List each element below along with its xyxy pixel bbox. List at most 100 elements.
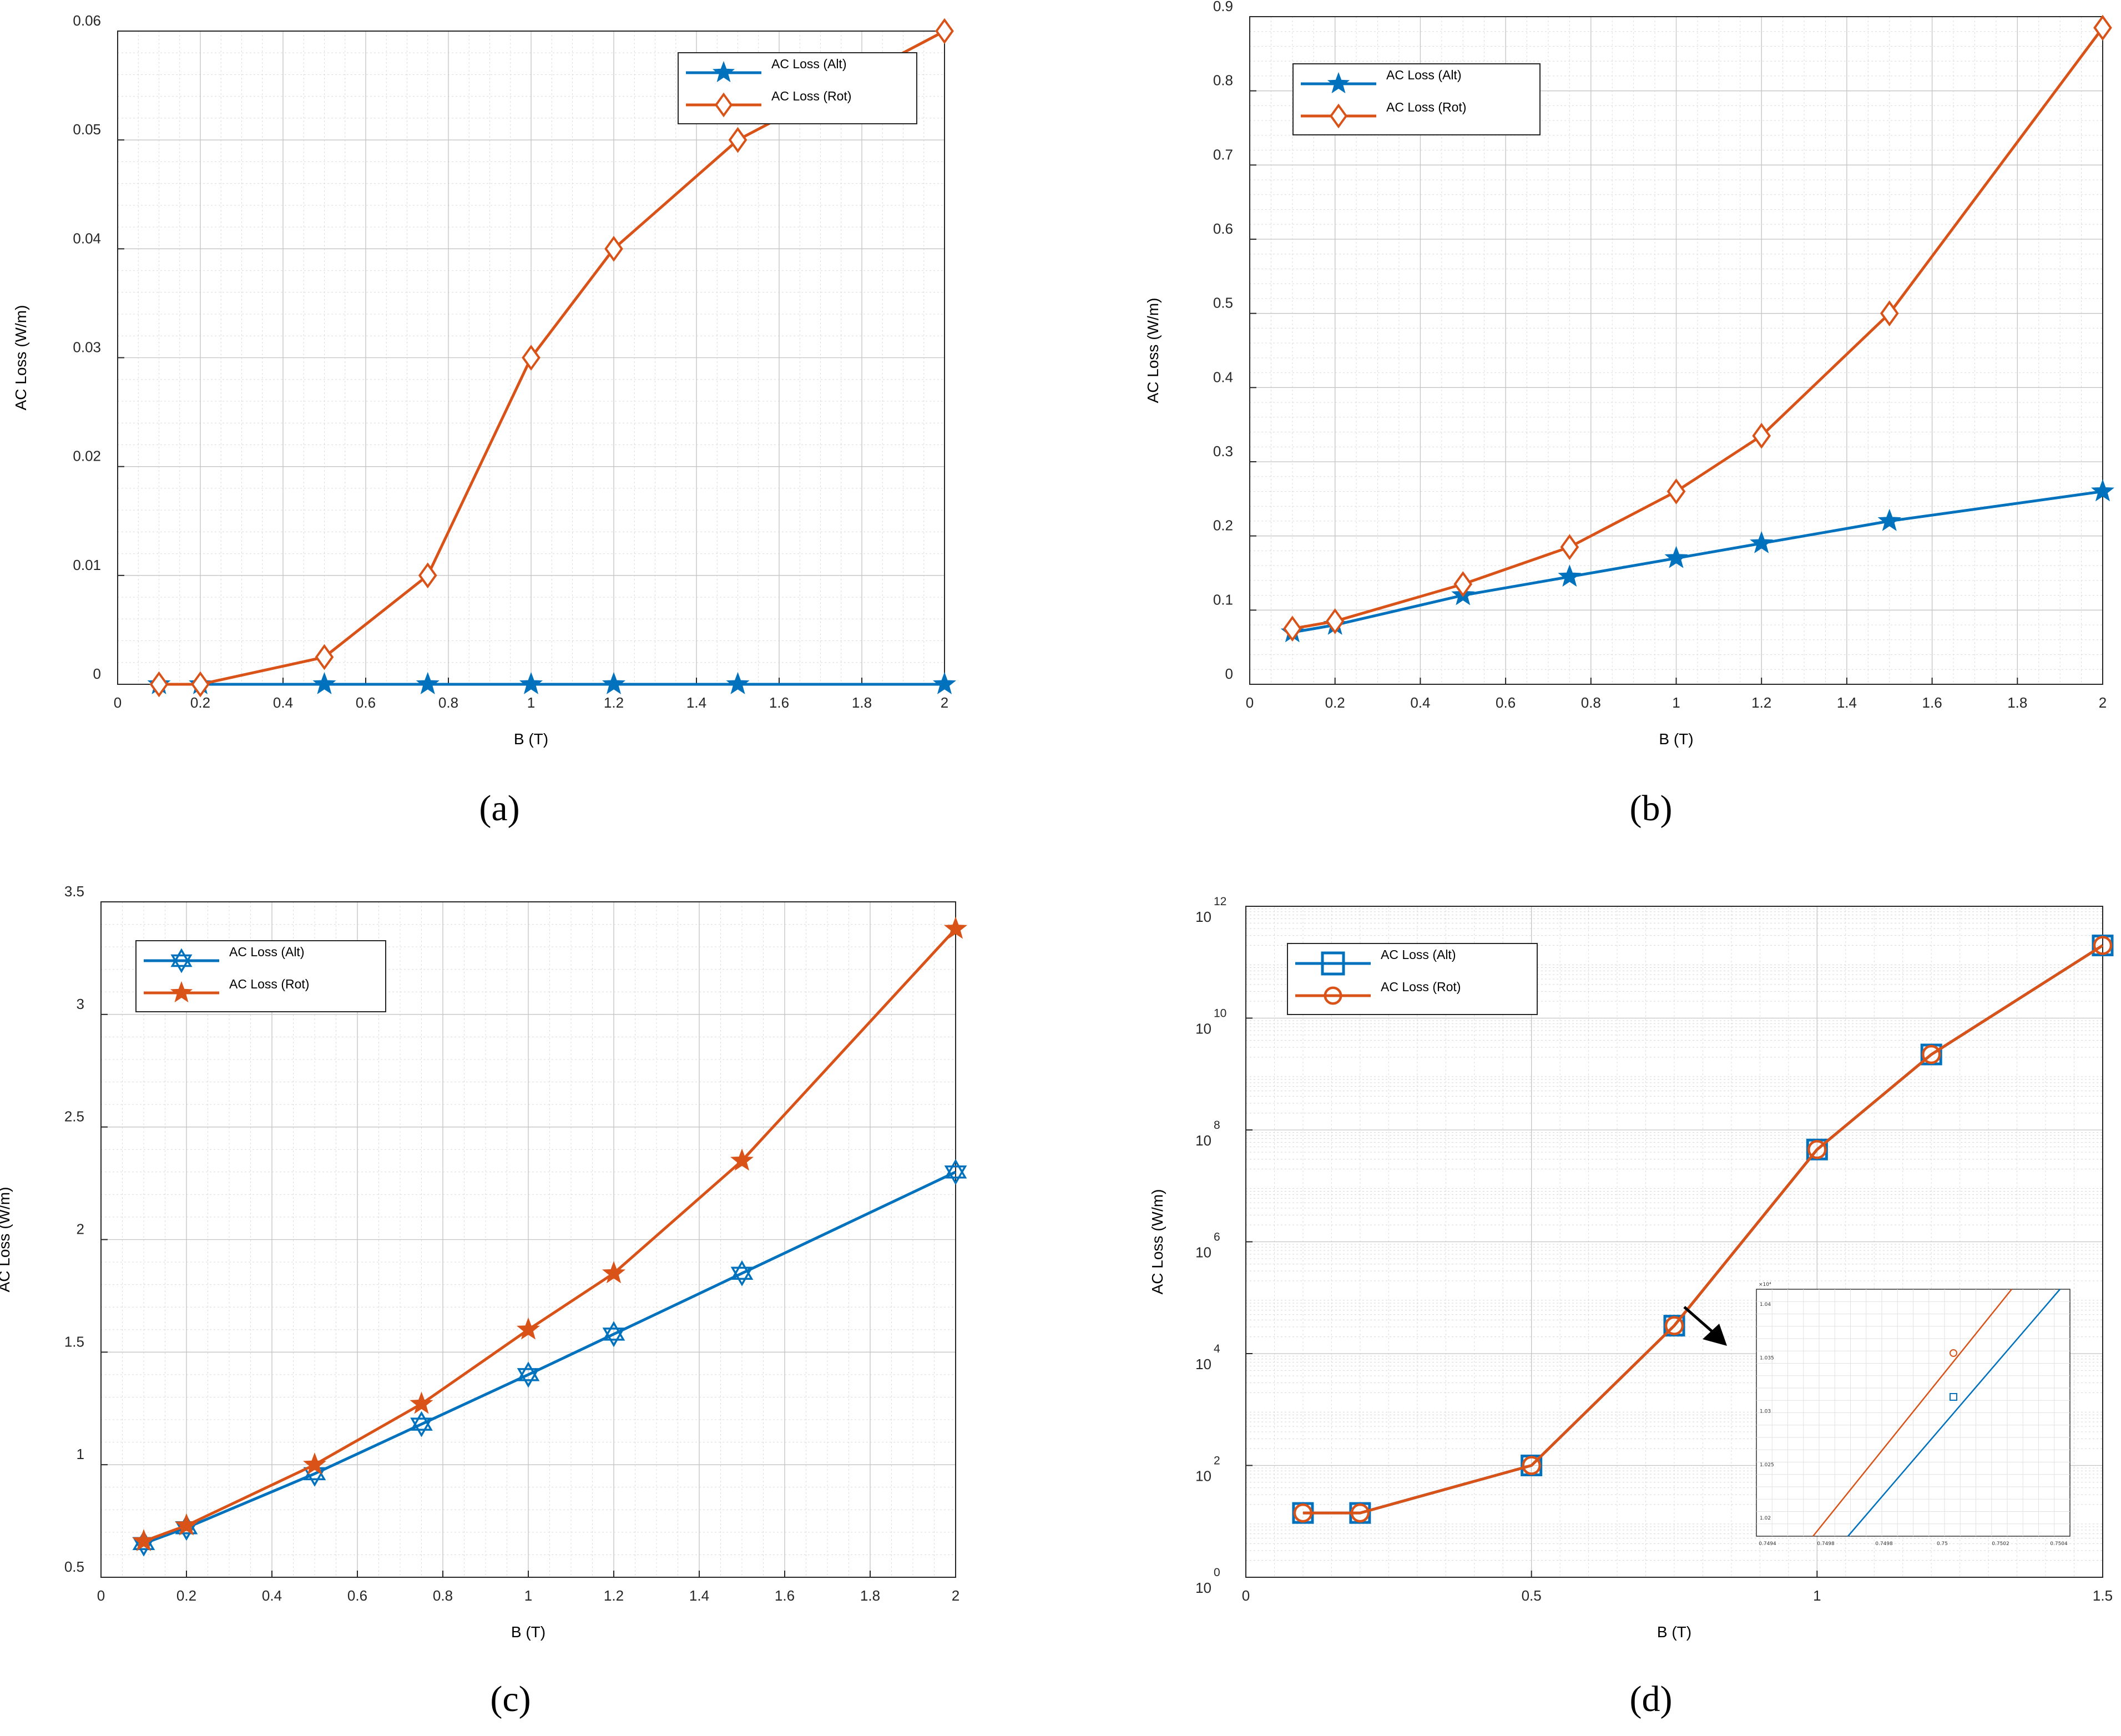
y-tick-exponent: 10	[1214, 1007, 1226, 1020]
data-point-rot	[935, 18, 954, 44]
inset-y-tick-label: 1.035	[1760, 1355, 1774, 1361]
x-tick-label: 0.2	[1325, 694, 1345, 711]
legend-marker	[714, 92, 733, 118]
data-point-rot	[1325, 608, 1345, 634]
data-point-rot	[149, 671, 169, 698]
inset-zoom: ×10⁴ 0.7494 0.7498 0.7498 0.75 0.7502 0.7504 1.…	[1756, 1282, 2070, 1547]
y-tick-label: 0.7	[1213, 146, 1233, 163]
data-point-rot	[516, 1317, 541, 1340]
series-line-rot	[1292, 27, 2104, 630]
series-rot	[1282, 14, 2112, 642]
y-tick-base: 10	[1195, 1132, 1211, 1149]
y-tick-label: 1.5	[64, 1333, 84, 1350]
x-axis-label: B (T)	[514, 730, 548, 748]
data-point-alt-up	[517, 1361, 540, 1381]
y-tick-base: 10	[1195, 1579, 1211, 1596]
y-tick-label: 0.04	[73, 230, 101, 246]
legend-marker-up	[170, 948, 193, 967]
data-point-rot	[1807, 1140, 1827, 1159]
x-tick-label: 1.2	[604, 694, 624, 711]
series-rot	[132, 916, 968, 1552]
x-tick-label: 1.2	[604, 1587, 624, 1604]
x-tick-label: 0.8	[438, 694, 458, 711]
legend-marker-down	[170, 954, 193, 973]
inset-x-tick-label: 0.7504	[2050, 1541, 2068, 1547]
data-point-alt	[312, 672, 336, 694]
x-tick-label: 1.6	[1922, 694, 1942, 711]
x-tick-label: 1.8	[2007, 694, 2027, 711]
y-axis-label: AC Loss (W/m)	[1149, 1189, 1166, 1295]
y-tick-label: 0.5	[64, 1558, 84, 1575]
x-tick-label: 1	[1813, 1587, 1821, 1604]
data-point-alt	[726, 672, 750, 694]
x-tick-label: 1.6	[775, 1587, 795, 1604]
legend: AC Loss (Alt) AC Loss (Rot)	[1287, 943, 1538, 1015]
x-tick-label: 1.8	[860, 1587, 880, 1604]
legend-label: AC Loss (Rot)	[1381, 980, 1461, 994]
x-axis-label: B (T)	[1659, 730, 1693, 748]
chart-panel-b: 0 0.2 0.4 0.6 0.8 1 1.2 1.4 1.6 1.8 2 0 0.1 0.2 0.3 0.4…	[1144, 0, 2115, 748]
x-tick-label: 1.4	[689, 1587, 709, 1604]
chart-panel-c: 0 0.2 0.4 0.6 0.8 1 1.2 1.4 1.6 1.8 2 0.5 1 1.5 2 2.5 3 3…	[0, 883, 968, 1641]
data-point-alt	[2090, 479, 2115, 502]
grid	[117, 31, 945, 685]
x-axis-label: B (T)	[511, 1623, 546, 1641]
data-point-alt	[416, 672, 440, 694]
x-tick-label: 0.6	[1496, 694, 1516, 711]
series-line-rot	[1302, 944, 2104, 1515]
y-tick-label: 3	[77, 996, 84, 1012]
data-point-rot	[728, 127, 748, 153]
legend-label: AC Loss (Alt)	[229, 945, 304, 959]
data-point-rot	[2093, 14, 2112, 41]
y-tick-exponent: 6	[1214, 1231, 1220, 1244]
legend: AC Loss (Alt) AC Loss (Rot)	[1292, 63, 1541, 135]
inset-x-tick-label: 0.75	[1937, 1541, 1948, 1547]
y-tick-label: 0.02	[73, 448, 101, 465]
inset-y-tick-label: 1.04	[1760, 1302, 1771, 1308]
y-tick-label: 0.03	[73, 339, 101, 356]
data-point-rot	[730, 1148, 754, 1171]
zoom-arrow-shaft	[1683, 1306, 1717, 1336]
inset-point-rot	[1950, 1349, 1957, 1357]
data-point-rot	[1293, 1503, 1313, 1523]
y-tick-label: 0.9	[1213, 0, 1233, 14]
legend-marker	[1321, 951, 1345, 976]
data-point-alt	[730, 1260, 754, 1286]
x-tick-label: 1.5	[2093, 1587, 2113, 1604]
x-tick-label: 0	[1246, 694, 1254, 711]
data-point-rot	[1664, 1316, 1684, 1335]
x-tick-label: 1.2	[1751, 694, 1771, 711]
x-tick-label: 0.4	[273, 694, 293, 711]
y-tick-label: 0.1	[1213, 591, 1233, 608]
data-point-rot	[302, 1452, 327, 1475]
data-point-alt-down	[602, 1328, 625, 1348]
y-axis-label: AC Loss (W/m)	[1144, 298, 1162, 403]
data-point-alt	[1664, 546, 1688, 568]
inset-y-tick-label: 1.03	[1760, 1409, 1771, 1415]
x-tick-label: 0.8	[433, 1587, 453, 1604]
y-tick-label: 1	[77, 1446, 84, 1462]
series-line-rot	[159, 29, 946, 686]
x-tick-label: 1	[524, 1587, 532, 1604]
data-point-alt-up	[730, 1260, 754, 1280]
data-point-alt-down	[944, 1165, 967, 1185]
y-tick-label: 0.3	[1213, 443, 1233, 460]
legend-marker	[1329, 103, 1348, 129]
legend-marker	[170, 948, 193, 973]
data-point-rot	[2093, 936, 2113, 955]
panel-label-c: (c)	[490, 1679, 531, 1719]
data-point-alt	[602, 672, 626, 694]
legend-marker	[1327, 72, 1350, 94]
inset-x-tick-label: 0.7502	[1992, 1541, 2009, 1547]
inset-exponent: ×10⁴	[1759, 1282, 1771, 1288]
y-tick-exponent: 0	[1214, 1566, 1220, 1579]
data-point-alt	[1558, 564, 1582, 587]
data-point-alt	[1877, 508, 1901, 531]
y-tick-label: 0.01	[73, 557, 101, 573]
data-point-rot	[1453, 571, 1473, 597]
x-tick-label: 0.8	[1581, 694, 1601, 711]
inset-line-rot	[1812, 1289, 2012, 1537]
x-tick-label: 1.6	[769, 694, 789, 711]
y-tick-base: 10	[1195, 909, 1211, 925]
